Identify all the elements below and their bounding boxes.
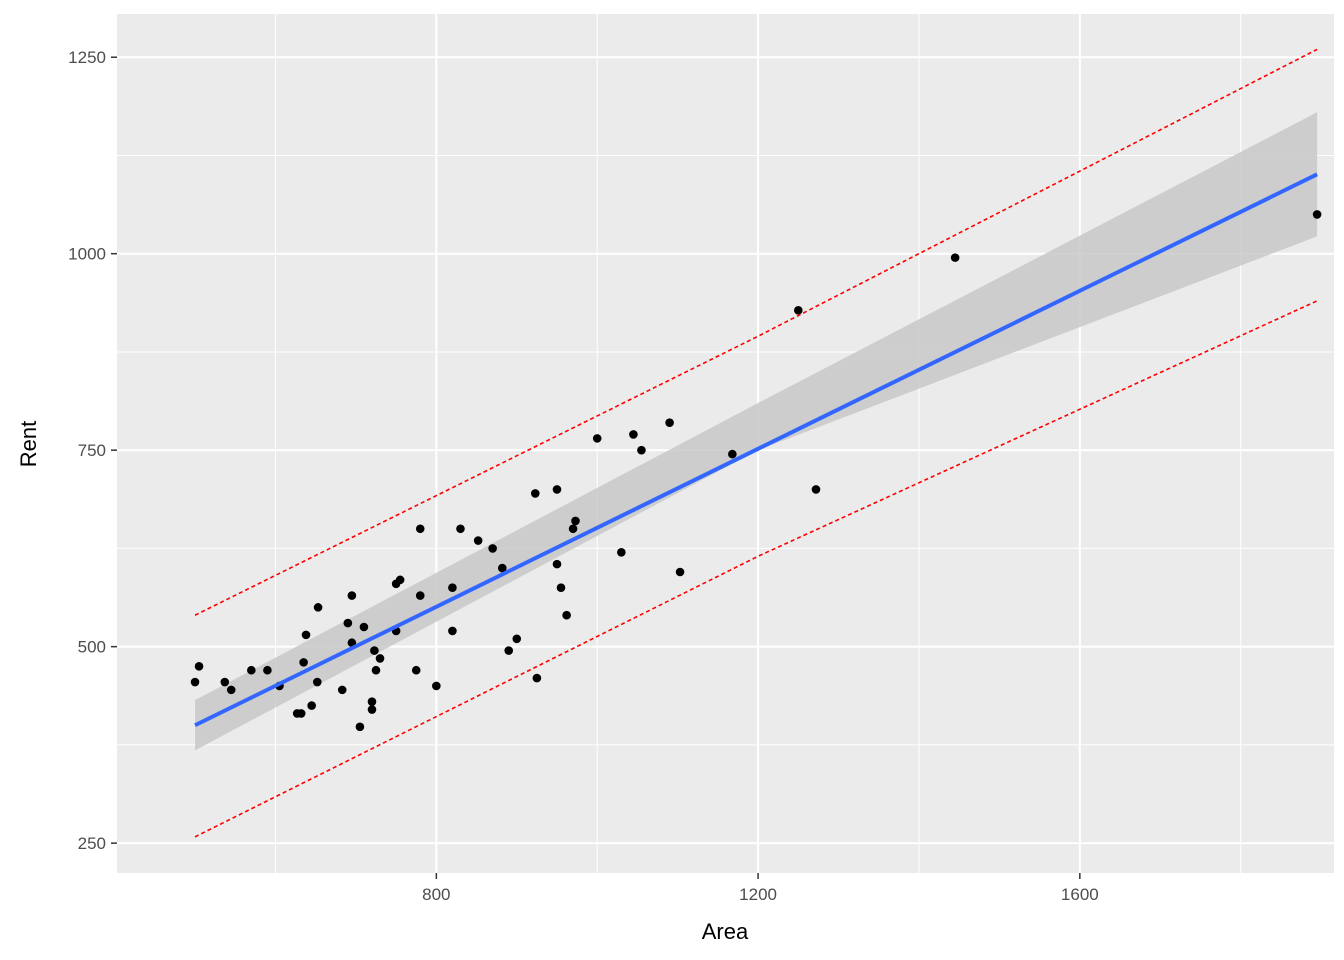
data-point	[432, 681, 441, 691]
data-point	[556, 583, 566, 593]
data-point	[488, 544, 497, 553]
data-point	[301, 630, 311, 640]
data-point	[552, 485, 562, 494]
data-point	[456, 524, 465, 534]
data-point	[370, 646, 379, 655]
data-point	[247, 665, 256, 675]
x-axis-title: Area	[702, 919, 749, 944]
data-point	[415, 591, 425, 600]
y-tick-label: 500	[78, 638, 106, 657]
regression-line	[194, 172, 1318, 728]
data-point	[226, 685, 236, 695]
data-point	[347, 591, 357, 600]
x-tick-label: 1200	[739, 885, 777, 904]
data-point	[299, 658, 308, 667]
lines-layer	[194, 48, 1318, 838]
data-point	[448, 583, 457, 593]
data-point	[504, 646, 514, 655]
y-tick-label: 750	[78, 441, 106, 460]
y-tick-label: 1250	[68, 48, 106, 67]
data-point	[552, 559, 562, 569]
data-point	[473, 536, 483, 545]
data-point	[592, 434, 602, 443]
data-point	[811, 485, 821, 494]
data-point	[629, 430, 638, 439]
data-point	[675, 567, 685, 577]
tick-labels: 800 1200 1600 250 500 750 1000 1250	[68, 48, 1099, 904]
data-point	[395, 575, 405, 585]
data-point	[371, 665, 381, 675]
y-tick-label: 250	[78, 834, 106, 853]
data-point	[571, 516, 580, 526]
x-tick-label: 800	[422, 885, 450, 904]
data-point	[375, 654, 385, 663]
y-tick-label: 1000	[68, 245, 106, 264]
data-point	[307, 701, 316, 710]
data-point	[637, 445, 646, 455]
data-point	[411, 665, 421, 675]
data-point	[367, 697, 377, 706]
data-point	[497, 563, 507, 573]
bands-layer	[195, 112, 1318, 751]
data-point	[367, 705, 377, 714]
x-tick-label: 1600	[1061, 885, 1099, 904]
data-point	[568, 524, 578, 534]
data-point	[296, 709, 306, 718]
axis-ticks	[111, 56, 1081, 879]
data-point	[355, 722, 365, 732]
data-point	[220, 677, 230, 687]
data-point	[415, 524, 425, 534]
data-point	[532, 673, 542, 683]
data-point	[448, 626, 457, 636]
prediction-interval-lower	[194, 300, 1318, 838]
data-point	[313, 603, 323, 612]
data-point	[950, 253, 960, 262]
data-point	[337, 685, 347, 695]
data-point	[359, 622, 369, 632]
data-point	[1312, 210, 1322, 219]
data-point	[728, 449, 737, 459]
data-point	[312, 677, 322, 687]
data-point	[530, 489, 540, 498]
points-layer	[190, 210, 1322, 732]
data-point	[793, 305, 803, 315]
data-point	[343, 618, 353, 628]
y-axis-title: Rent	[16, 421, 41, 467]
confidence-band	[195, 112, 1318, 751]
data-point	[665, 418, 674, 427]
data-point	[190, 677, 200, 687]
data-point	[562, 610, 571, 620]
data-point	[512, 634, 522, 644]
data-point	[194, 662, 204, 671]
data-point	[617, 548, 626, 557]
data-point	[263, 665, 272, 675]
data-point	[347, 638, 357, 648]
